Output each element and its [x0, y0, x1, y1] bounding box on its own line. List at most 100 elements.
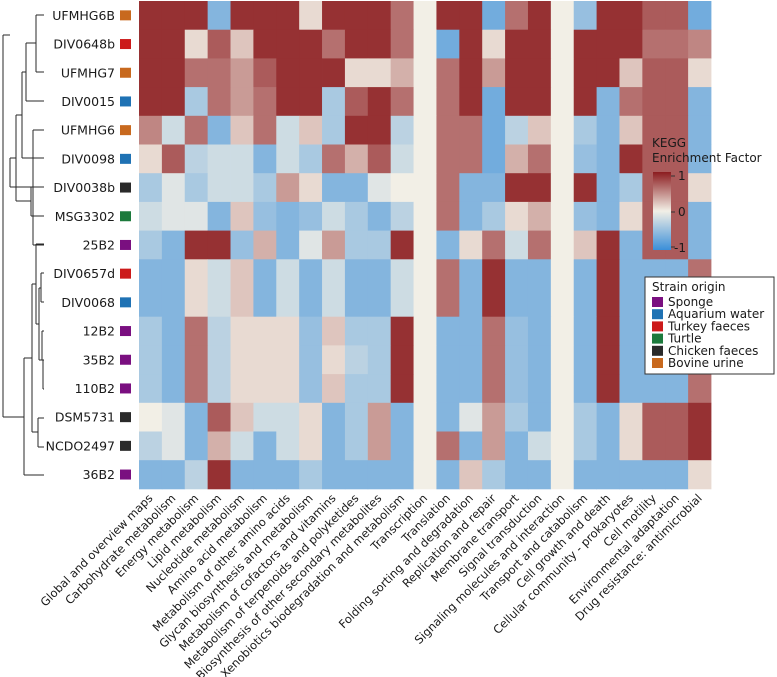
heatmap-cell: [482, 374, 506, 404]
row-origin-swatch: [120, 96, 131, 107]
heatmap-cell: [459, 316, 483, 346]
heatmap-cell: [390, 345, 414, 375]
heatmap-cell: [573, 201, 597, 231]
heatmap-cell: [139, 230, 163, 260]
heatmap-cell: [184, 374, 209, 404]
heatmap-cell: [413, 345, 437, 375]
heatmap-cell: [550, 173, 575, 203]
heatmap-cell: [161, 173, 186, 203]
row-label: 36B2: [83, 467, 115, 482]
heatmap-cell: [619, 288, 643, 318]
heatmap-cell: [413, 1, 437, 31]
heatmap-cell: [619, 115, 643, 145]
heatmap-cell: [527, 230, 552, 260]
heatmap-cell: [413, 402, 437, 432]
heatmap-cell: [139, 259, 163, 289]
heatmap-cell: [161, 1, 186, 31]
heatmap-cell: [413, 374, 437, 404]
heatmap-cell: [688, 230, 712, 260]
heatmap-cell: [230, 316, 254, 346]
row-origin-swatch: [120, 297, 131, 308]
heatmap-cell: [413, 173, 437, 203]
heatmap-cell: [253, 173, 277, 203]
heatmap-cell: [642, 115, 666, 145]
heatmap-cell: [207, 374, 231, 404]
heatmap-cell: [459, 58, 483, 88]
heatmap-cell: [688, 58, 712, 88]
heatmap-cell: [299, 173, 323, 203]
heatmap-cell: [596, 201, 620, 231]
heatmap-cell: [344, 316, 369, 346]
origin-legend-swatch: [652, 333, 663, 344]
heatmap-cell: [436, 173, 460, 203]
heatmap-cell: [161, 29, 186, 59]
heatmap-cell: [367, 288, 392, 318]
heatmap-cell: [413, 87, 437, 117]
heatmap-cell: [550, 201, 575, 231]
heatmap-cell: [482, 115, 506, 145]
heatmap-cell: [299, 460, 323, 490]
heatmap-cell: [482, 402, 506, 432]
heatmap-cell: [642, 29, 666, 59]
heatmap-cell: [459, 431, 483, 461]
heatmap-cell: [184, 144, 209, 174]
heatmap-cell: [550, 374, 575, 404]
row-label: DIV0098: [61, 151, 115, 166]
heatmap-cell: [596, 431, 620, 461]
heatmap-cell: [573, 402, 597, 432]
heatmap-cell: [573, 87, 597, 117]
heatmap-cell: [665, 1, 689, 31]
heatmap-cell: [413, 259, 437, 289]
heatmap-cell: [253, 230, 277, 260]
heatmap-cell: [688, 374, 712, 404]
heatmap-cell: [573, 374, 597, 404]
heatmap-cell: [161, 115, 186, 145]
heatmap-cell: [413, 115, 437, 145]
heatmap-cell: [619, 58, 643, 88]
heatmap-cell: [367, 87, 392, 117]
heatmap-cell: [299, 259, 323, 289]
heatmap-cell: [550, 144, 575, 174]
heatmap-cell: [161, 374, 186, 404]
heatmap-cell: [253, 316, 277, 346]
row-label: DIV0648b: [53, 37, 115, 52]
heatmap-cell: [459, 1, 483, 31]
heatmap-cell: [344, 374, 369, 404]
heatmap-cell: [344, 1, 369, 31]
colorbar-title-line2: Enrichment Factor: [652, 151, 762, 165]
heatmap-cell: [367, 460, 392, 490]
heatmap-cell: [688, 173, 712, 203]
heatmap-cell: [596, 345, 620, 375]
heatmap-cell: [665, 115, 689, 145]
heatmap-cell: [436, 288, 460, 318]
heatmap-cell: [344, 230, 369, 260]
heatmap-cell: [390, 288, 414, 318]
origin-legend-label: Turtle: [667, 332, 701, 346]
origin-legend-label: Turkey faeces: [667, 319, 750, 333]
heatmap-cell: [596, 1, 620, 31]
heatmap-cell: [139, 115, 163, 145]
heatmap-grid: [139, 1, 712, 490]
row-label: MSG3302: [55, 209, 115, 224]
heatmap-cell: [482, 259, 506, 289]
heatmap-cell: [367, 58, 392, 88]
heatmap-cell: [413, 29, 437, 59]
heatmap-cell: [230, 288, 254, 318]
row-dendrogram: [2, 14, 44, 476]
heatmap-cell: [665, 173, 689, 203]
heatmap-cell: [299, 115, 323, 145]
heatmap-cell: [322, 230, 346, 260]
row-label: UFMHG7: [61, 65, 115, 80]
heatmap-cell: [299, 431, 323, 461]
heatmap-cell: [505, 29, 529, 59]
heatmap-cell: [161, 201, 186, 231]
heatmap-cell: [139, 374, 163, 404]
heatmap-cell: [436, 87, 460, 117]
heatmap-cell: [482, 316, 506, 346]
heatmap-cell: [253, 374, 277, 404]
heatmap-cell: [665, 87, 689, 117]
row-label: UFMHG6: [61, 123, 115, 138]
heatmap-cell: [459, 173, 483, 203]
heatmap-cell: [184, 173, 209, 203]
heatmap-cell: [459, 460, 483, 490]
